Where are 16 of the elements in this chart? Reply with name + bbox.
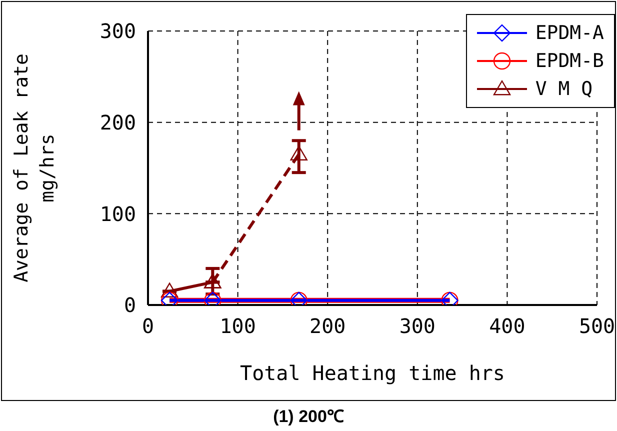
y-axis-title: Average of Leak rate mg/hrs	[9, 54, 59, 282]
x-tick-label: 300	[399, 314, 436, 338]
legend-label: V M Q	[535, 77, 593, 102]
y-tick-label: 200	[100, 110, 136, 134]
text: (1) 200℃	[272, 406, 345, 427]
legend-label: EPDM-A	[535, 21, 604, 46]
x-tick-label: 100	[220, 314, 256, 338]
x-tick-label: 200	[310, 314, 346, 338]
x-tick-label: 400	[489, 314, 526, 338]
legend-label: EPDM-B	[535, 49, 604, 74]
y-tick-label: 0	[124, 293, 136, 318]
x-axis-title: Total Heating time hrs	[240, 361, 505, 385]
y-tick-label: 100	[100, 202, 136, 226]
x-tick-label: 0	[142, 314, 154, 338]
x-tick-label: 500	[578, 314, 616, 338]
y-tick-label: 300	[100, 19, 136, 44]
